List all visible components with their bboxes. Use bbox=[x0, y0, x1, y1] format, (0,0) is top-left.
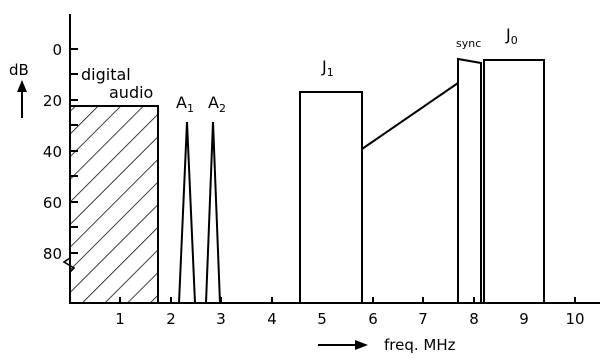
x-axis-label: freq. MHz bbox=[384, 336, 456, 353]
j0-label-sub: 0 bbox=[511, 34, 518, 47]
x-tick-label-1: 1 bbox=[115, 310, 125, 328]
y-axis-unit-label: dB bbox=[9, 61, 29, 79]
audio-label: audio bbox=[109, 83, 153, 102]
j1-label-main: J bbox=[321, 57, 327, 76]
y-tick-label-80: 80 bbox=[43, 245, 62, 263]
x-tick-label-4: 4 bbox=[267, 310, 277, 328]
x-tick-label-3: 3 bbox=[216, 310, 226, 328]
x-tick-label-7: 7 bbox=[418, 310, 428, 328]
x-tick-label-10: 10 bbox=[565, 310, 584, 328]
j1-label-sub: 1 bbox=[327, 66, 334, 79]
sync-shape bbox=[457, 57, 482, 303]
digital-audio-block bbox=[69, 105, 159, 304]
x-tick-label-8: 8 bbox=[469, 310, 479, 328]
y-tick-label-0: 0 bbox=[52, 41, 62, 59]
a1-label: A1 bbox=[176, 93, 194, 115]
x-tick-label-9: 9 bbox=[519, 310, 529, 328]
j0-label-main: J bbox=[505, 25, 511, 44]
y-tick-label-20: 20 bbox=[43, 92, 62, 110]
j1-label: J1 bbox=[321, 57, 334, 79]
a2-label-main: A bbox=[208, 93, 219, 112]
x-tick-label-6: 6 bbox=[368, 310, 378, 328]
sync-label: sync bbox=[456, 37, 481, 50]
y-tick-label-40: 40 bbox=[43, 143, 62, 161]
j1-block bbox=[299, 91, 363, 304]
rolloff-line bbox=[361, 82, 459, 150]
a1-label-sub: 1 bbox=[187, 102, 194, 115]
a1-label-main: A bbox=[176, 93, 187, 112]
j0-block bbox=[483, 59, 545, 304]
a1-spike bbox=[178, 121, 196, 304]
a2-label-sub: 2 bbox=[219, 102, 226, 115]
right-arrow-icon bbox=[355, 340, 368, 350]
x-tick-label-5: 5 bbox=[317, 310, 327, 328]
a2-label: A2 bbox=[208, 93, 226, 115]
j0-label: J0 bbox=[505, 25, 518, 47]
y-tick-label-60: 60 bbox=[43, 194, 62, 212]
up-arrow-icon bbox=[17, 80, 27, 92]
x-tick-label-2: 2 bbox=[166, 310, 176, 328]
a2-spike bbox=[205, 121, 221, 304]
digital-label: digital bbox=[81, 65, 131, 84]
